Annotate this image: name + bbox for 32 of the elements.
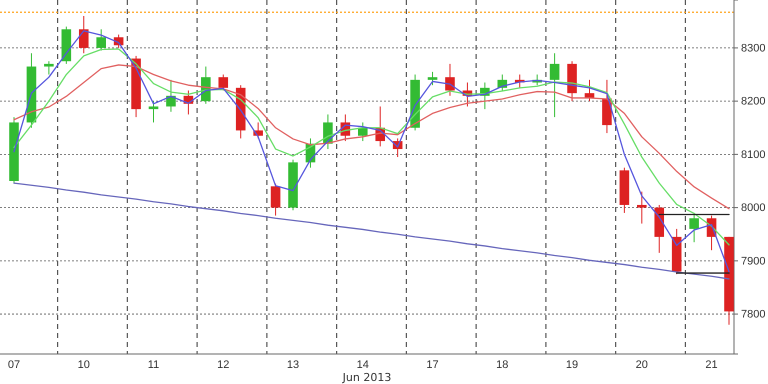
x-axis-title: Jun 2013 <box>342 371 392 384</box>
candlestick <box>637 191 647 224</box>
candlestick <box>218 74 228 91</box>
x-tick-label: 07 <box>8 358 20 371</box>
y-tick-label: 8300 <box>741 42 766 54</box>
x-tick-label: 11 <box>148 358 160 371</box>
x-tick-label: 20 <box>636 358 648 371</box>
candlestick <box>445 63 455 96</box>
line-series <box>13 64 730 210</box>
line-series <box>13 30 730 272</box>
y-tick-label: 8200 <box>741 96 766 108</box>
candlestick <box>44 60 54 76</box>
line-series <box>13 48 730 246</box>
y-tick-label: 7900 <box>741 255 766 268</box>
x-tick-label: 10 <box>78 358 90 371</box>
x-tick-label: 14 <box>356 358 369 371</box>
candlestick <box>96 28 106 52</box>
x-tick-label: 18 <box>496 358 508 371</box>
x-tick-label: 17 <box>426 358 439 371</box>
candlestick <box>428 71 438 86</box>
line-series <box>13 182 730 280</box>
candlestick <box>148 100 158 123</box>
y-tick-label: 7800 <box>741 308 766 321</box>
y-tick-label: 8000 <box>741 202 766 214</box>
x-tick-label: 13 <box>286 358 300 371</box>
y-tick-label: 8100 <box>741 148 766 161</box>
x-tick-label: 12 <box>217 358 230 371</box>
candlestick <box>689 212 699 243</box>
candlestick <box>550 52 560 118</box>
x-tick-label: 21 <box>705 358 718 371</box>
x-tick-label: 19 <box>566 358 578 371</box>
candlestick <box>270 183 280 216</box>
